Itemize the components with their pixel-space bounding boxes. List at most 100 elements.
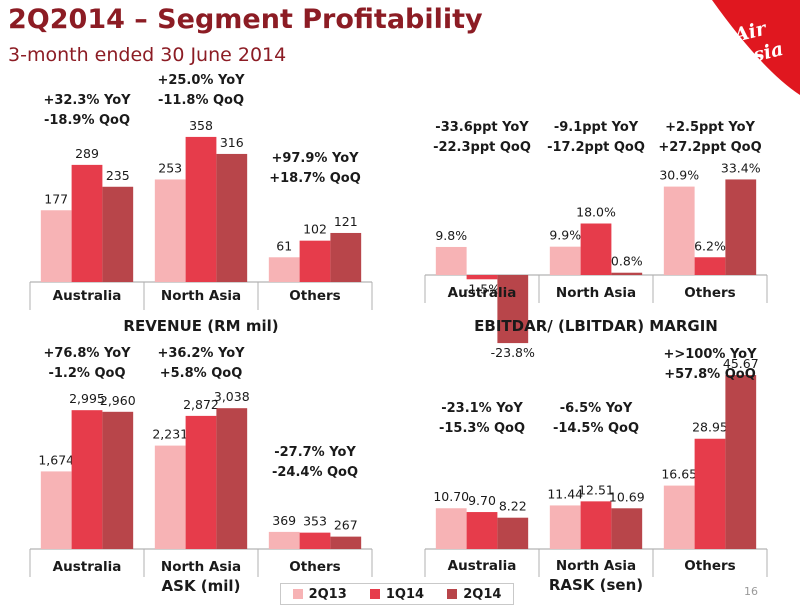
rask-bar-north-asia-2q13 (549, 505, 581, 549)
rask-bar-north-asia-1q14 (580, 501, 612, 549)
legend-swatch-2q14 (447, 589, 458, 599)
rask-annotation: -23.1% YoY (441, 401, 523, 416)
margin-category-label: Australia (448, 285, 517, 301)
rask-annotation: +57.8% QoQ (664, 367, 756, 382)
ask-bar-australia-2q14 (102, 411, 134, 549)
revenue-chart-title: REVENUE (RM mil) (123, 317, 278, 335)
page-number: 16 (744, 585, 758, 598)
rask-chart-title: RASK (sen) (549, 576, 643, 594)
ask-data-label: 2,231 (152, 427, 188, 442)
margin-chart-title: EBITDAR/ (LBITDAR) MARGIN (474, 317, 718, 335)
rask-bar-north-asia-2q14 (611, 508, 643, 549)
revenue-category-label: Australia (53, 288, 122, 304)
margin-bar-others-2q14 (725, 179, 757, 275)
margin-bar-australia-1q14 (466, 275, 498, 280)
page-subtitle: 3-month ended 30 June 2014 (8, 44, 287, 66)
revenue-bar-australia-2q14 (102, 186, 134, 282)
ask-bar-others-2q14 (330, 536, 362, 549)
ask-bar-north-asia-2q14 (216, 408, 248, 549)
revenue-data-label: 121 (334, 214, 358, 229)
legend-swatch-1q14 (369, 589, 380, 599)
legend-swatch-2q13 (292, 589, 303, 599)
ask-category-label: North Asia (161, 559, 241, 575)
revenue-annotation: -18.9% QoQ (44, 113, 130, 128)
rask-bar-others-1q14 (694, 438, 726, 549)
revenue-category-label: North Asia (161, 288, 241, 304)
revenue-data-label: 235 (106, 168, 130, 183)
ask-category-label: Australia (53, 559, 122, 575)
ask-bar-others-1q14 (299, 532, 331, 549)
ask-data-label: 2,960 (100, 393, 136, 408)
margin-annotation: +27.2ppt QoQ (658, 140, 761, 155)
rask-bar-australia-2q13 (435, 508, 467, 549)
revenue-data-label: 177 (44, 191, 68, 206)
rask-data-label: 28.95 (692, 420, 728, 435)
revenue-data-label: 358 (189, 118, 213, 133)
rask-bar-others-2q14 (725, 375, 757, 549)
rask-annotation: -14.5% QoQ (553, 421, 639, 436)
rask-data-label: 45.67 (723, 356, 759, 371)
margin-annotation: -22.3ppt QoQ (433, 140, 531, 155)
ask-bar-australia-2q13 (40, 471, 72, 549)
rask-data-label: 16.65 (661, 467, 697, 482)
revenue-annotation: +25.0% YoY (157, 73, 245, 88)
chart-legend: 2Q13 1Q14 2Q14 (280, 583, 514, 605)
rask-data-label: 9.70 (468, 493, 496, 508)
revenue-data-label: 289 (75, 146, 99, 161)
page-title: 2Q2014 – Segment Profitability (8, 4, 483, 35)
margin-category-label: Others (684, 285, 735, 301)
revenue-bar-north-asia-1q14 (185, 136, 217, 282)
revenue-bar-north-asia-2q13 (154, 179, 186, 282)
revenue-annotation: +18.7% QoQ (269, 171, 361, 186)
margin-bar-north-asia-2q14 (611, 272, 643, 275)
rask-bar-australia-2q14 (497, 517, 529, 549)
margin-annotation: -9.1ppt YoY (554, 120, 639, 135)
ask-data-label: 1,674 (38, 452, 74, 467)
ask-data-label: 2,872 (183, 397, 219, 412)
margin-data-label: 33.4% (721, 160, 761, 175)
margin-bar-australia-2q13 (435, 246, 467, 275)
ask-annotation: -27.7% YoY (274, 445, 356, 460)
revenue-data-label: 61 (276, 238, 292, 253)
margin-data-label: 18.0% (576, 205, 616, 220)
margin-bar-others-2q13 (663, 186, 695, 275)
margin-data-label: 9.8% (435, 228, 467, 243)
rask-category-label: North Asia (556, 558, 636, 574)
rask-data-label: 11.44 (547, 486, 583, 501)
revenue-category-label: Others (289, 288, 340, 304)
margin-bar-others-1q14 (694, 257, 726, 275)
legend-item-2q14: 2Q14 (447, 587, 501, 602)
rask-bar-others-2q13 (663, 485, 695, 549)
margin-data-label: -23.8% (491, 345, 535, 360)
ask-data-label: 369 (272, 513, 296, 528)
ask-chart-title: ASK (mil) (162, 577, 241, 595)
revenue-bar-others-1q14 (299, 240, 331, 282)
ask-bar-australia-1q14 (71, 410, 103, 549)
revenue-data-label: 102 (303, 222, 327, 237)
margin-data-label: 30.9% (659, 168, 699, 183)
margin-data-label: 6.2% (694, 238, 726, 253)
legend-item-2q13: 2Q13 (292, 586, 347, 602)
ask-data-label: 353 (303, 514, 327, 529)
margin-data-label: 0.8% (611, 254, 643, 269)
ask-data-label: 267 (334, 518, 358, 533)
rask-category-label: Australia (448, 558, 517, 574)
revenue-bar-others-2q13 (268, 257, 300, 282)
margin-bar-north-asia-1q14 (580, 223, 612, 275)
margin-annotation: -17.2ppt QoQ (547, 140, 645, 155)
legend-label-1q14: 1Q14 (385, 586, 425, 602)
revenue-bar-australia-2q13 (40, 210, 72, 282)
ask-annotation: +76.8% YoY (43, 346, 131, 361)
legend-label-2q13: 2Q13 (308, 586, 347, 602)
revenue-bar-australia-1q14 (71, 164, 103, 282)
margin-data-label: -1.5% (464, 281, 500, 296)
rask-data-label: 10.70 (433, 489, 469, 504)
margin-annotation: +2.5ppt YoY (665, 120, 755, 135)
airasia-logo: Air Asia (712, 0, 800, 95)
rask-data-label: 12.51 (578, 482, 614, 497)
revenue-bar-others-2q14 (330, 232, 362, 282)
margin-category-label: North Asia (556, 285, 636, 301)
margin-bar-australia-2q14 (497, 275, 529, 344)
margin-data-label: 9.9% (549, 228, 581, 243)
